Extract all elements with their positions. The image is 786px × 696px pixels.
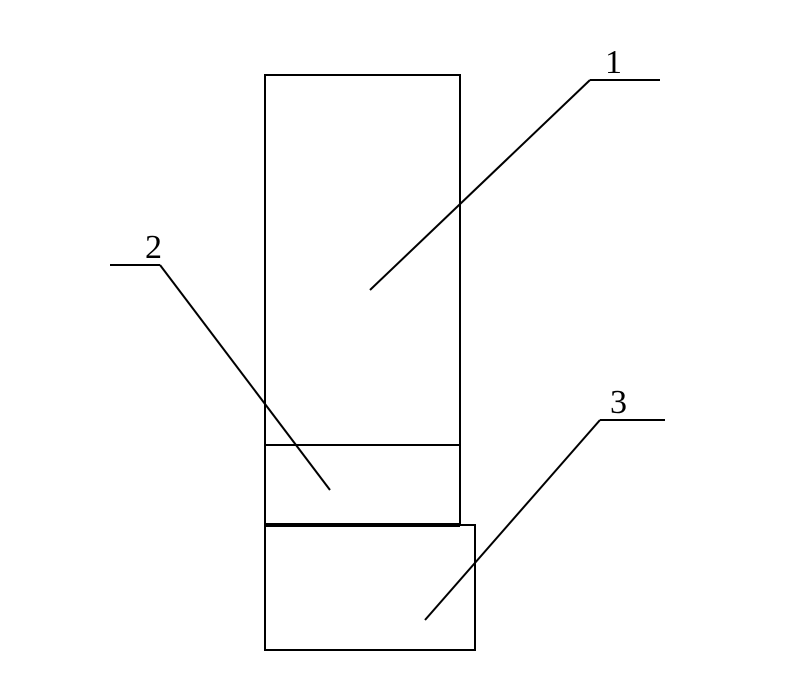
block-2 (265, 445, 460, 525)
callout-1-label: 1 (605, 44, 622, 81)
diagram-canvas: 1 2 3 (0, 0, 786, 696)
callout-2-label: 2 (145, 229, 162, 266)
callout-1-leader-a (370, 80, 590, 290)
block-1 (265, 75, 460, 445)
callout-3-leader-a (425, 420, 600, 620)
callout-3-label: 3 (610, 384, 627, 421)
callout-2: 2 (110, 229, 330, 490)
callout-2-leader-a (160, 265, 330, 490)
block-3 (265, 525, 475, 650)
callout-1: 1 (370, 44, 660, 290)
